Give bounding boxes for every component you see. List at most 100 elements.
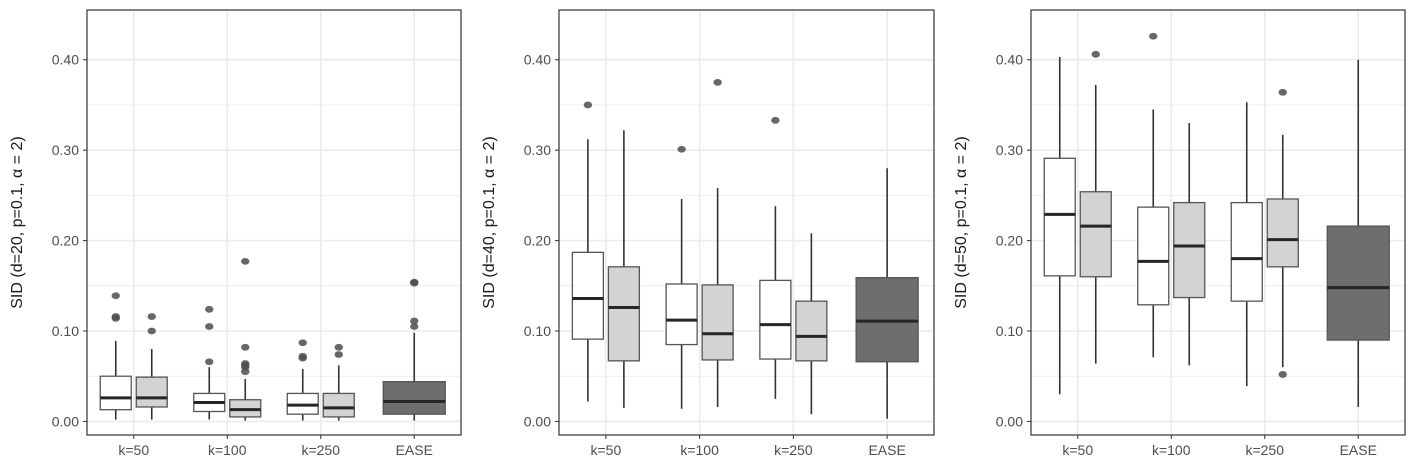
box-k=50-light <box>1079 50 1112 364</box>
y-tick-label: 0.30 <box>996 142 1023 158</box>
box-k=250-light <box>322 343 355 421</box>
outlier-point <box>241 360 250 367</box>
outlier-point <box>241 257 250 265</box>
y-axis-title: SID (d=40, p=0.1, α = 2) <box>481 136 498 308</box>
outlier-point <box>583 101 593 109</box>
y-tick-label: 0.20 <box>524 233 551 249</box>
box-body <box>1079 191 1112 278</box>
box-body <box>1326 225 1390 341</box>
y-tick-label: 0.40 <box>524 52 551 68</box>
y-tick-label: 0.40 <box>996 52 1023 68</box>
box-body <box>135 376 168 408</box>
box-k=50-white <box>571 101 605 402</box>
box-EASE-dark <box>855 168 919 419</box>
y-tick-label: 0.30 <box>52 142 79 158</box>
outlier-point <box>1278 371 1287 378</box>
y-tick-label: 0.00 <box>996 413 1023 429</box>
outlier-point <box>111 292 120 300</box>
outlier-point <box>713 78 722 86</box>
chart-panel-3: 0.00 0.10 0.20 0.30 0.40 k=50 k=100 k=250 EASE SI… <box>953 9 1406 458</box>
x-tick-label: k=50 <box>1062 442 1093 458</box>
x-tick-label: k=50 <box>591 442 622 458</box>
y-axis-title: SID (d=20, p=0.1, α = 2) <box>9 136 26 308</box>
y-tick-label: 0.40 <box>52 52 79 68</box>
outlier-point <box>205 323 214 330</box>
outlier-point <box>410 323 419 330</box>
x-tick-label: k=100 <box>208 442 247 458</box>
outlier-point <box>147 313 156 320</box>
x-tick-label: k=250 <box>1245 442 1284 458</box>
box-body <box>571 251 605 340</box>
box-k=100-light <box>1173 123 1206 366</box>
outlier-point <box>298 352 307 360</box>
outlier-point <box>334 351 343 358</box>
x-tick-label: k=50 <box>118 442 149 458</box>
outlier-point <box>241 343 250 351</box>
outlier-point <box>1149 32 1158 40</box>
box-body <box>1137 206 1170 306</box>
box-body <box>665 283 698 346</box>
outlier-point <box>147 327 156 335</box>
box-body <box>322 392 355 418</box>
box-body <box>1173 201 1206 299</box>
x-tick-label: EASE <box>396 442 433 458</box>
y-tick-label: 0.20 <box>52 233 79 249</box>
box-k=100-white <box>193 305 226 420</box>
box-k=250-white <box>1230 102 1263 387</box>
outlier-point <box>410 317 419 325</box>
outlier-point <box>111 313 120 320</box>
plot-background <box>87 10 461 435</box>
y-tick-label: 0.30 <box>524 142 551 158</box>
box-k=250-light <box>795 233 828 415</box>
plot-background <box>559 10 934 435</box>
y-tick-label: 0.10 <box>52 323 79 339</box>
chart-panel-1: 0.00 0.10 0.20 0.30 0.40 k=50 k=100 k=250 EASE SI… <box>9 9 462 458</box>
box-body <box>1043 157 1076 277</box>
box-body <box>701 284 734 361</box>
y-tick-label: 0.10 <box>996 323 1023 339</box>
x-tick-label: k=250 <box>774 442 813 458</box>
box-body <box>759 279 792 360</box>
box-k=50-white <box>99 292 132 420</box>
outlier-point <box>410 278 419 286</box>
x-tick-label: k=100 <box>680 442 719 458</box>
outlier-point <box>771 116 780 124</box>
outlier-point <box>334 343 343 351</box>
box-k=250-white <box>286 339 319 421</box>
outlier-point <box>1278 88 1287 96</box>
box-k=250-white <box>759 116 792 399</box>
box-EASE-dark <box>1326 59 1390 407</box>
box-body <box>382 380 446 415</box>
y-tick-label: 0.10 <box>524 323 551 339</box>
box-k=250-light <box>1266 88 1299 378</box>
box-k=100-white <box>665 145 698 409</box>
plot-border <box>86 9 462 436</box>
box-body <box>99 375 132 411</box>
outlier-point <box>205 358 214 366</box>
box-k=100-light <box>229 257 262 421</box>
y-axis-title: SID (d=50, p=0.1, α = 2) <box>953 136 970 308</box>
outlier-point <box>298 339 307 347</box>
x-tick-label: EASE <box>868 442 905 458</box>
chart-panel-2: 0.00 0.10 0.20 0.30 0.40 k=50 k=100 k=250 EASE SI… <box>481 9 935 458</box>
x-tick-label: EASE <box>1340 442 1377 458</box>
box-k=50-white <box>1043 57 1076 395</box>
outlier-point <box>1091 50 1100 58</box>
box-k=100-white <box>1137 32 1170 358</box>
plot-border <box>1030 9 1406 436</box>
y-tick-label: 0.00 <box>524 413 551 429</box>
outlier-point <box>205 305 214 313</box>
box-body <box>1230 201 1263 302</box>
outlier-point <box>677 145 686 153</box>
box-k=100-light <box>701 78 734 407</box>
plot-border <box>558 9 935 436</box>
y-tick-label: 0.00 <box>52 413 79 429</box>
x-tick-label: k=250 <box>301 442 340 458</box>
box-EASE-dark <box>382 278 446 421</box>
box-k=50-light <box>607 130 641 408</box>
box-body <box>1266 198 1299 268</box>
box-body <box>607 266 641 362</box>
y-tick-label: 0.20 <box>996 233 1023 249</box>
box-body <box>795 300 828 362</box>
